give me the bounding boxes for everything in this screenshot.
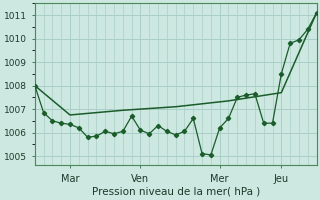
- X-axis label: Pression niveau de la mer( hPa ): Pression niveau de la mer( hPa ): [92, 187, 260, 197]
